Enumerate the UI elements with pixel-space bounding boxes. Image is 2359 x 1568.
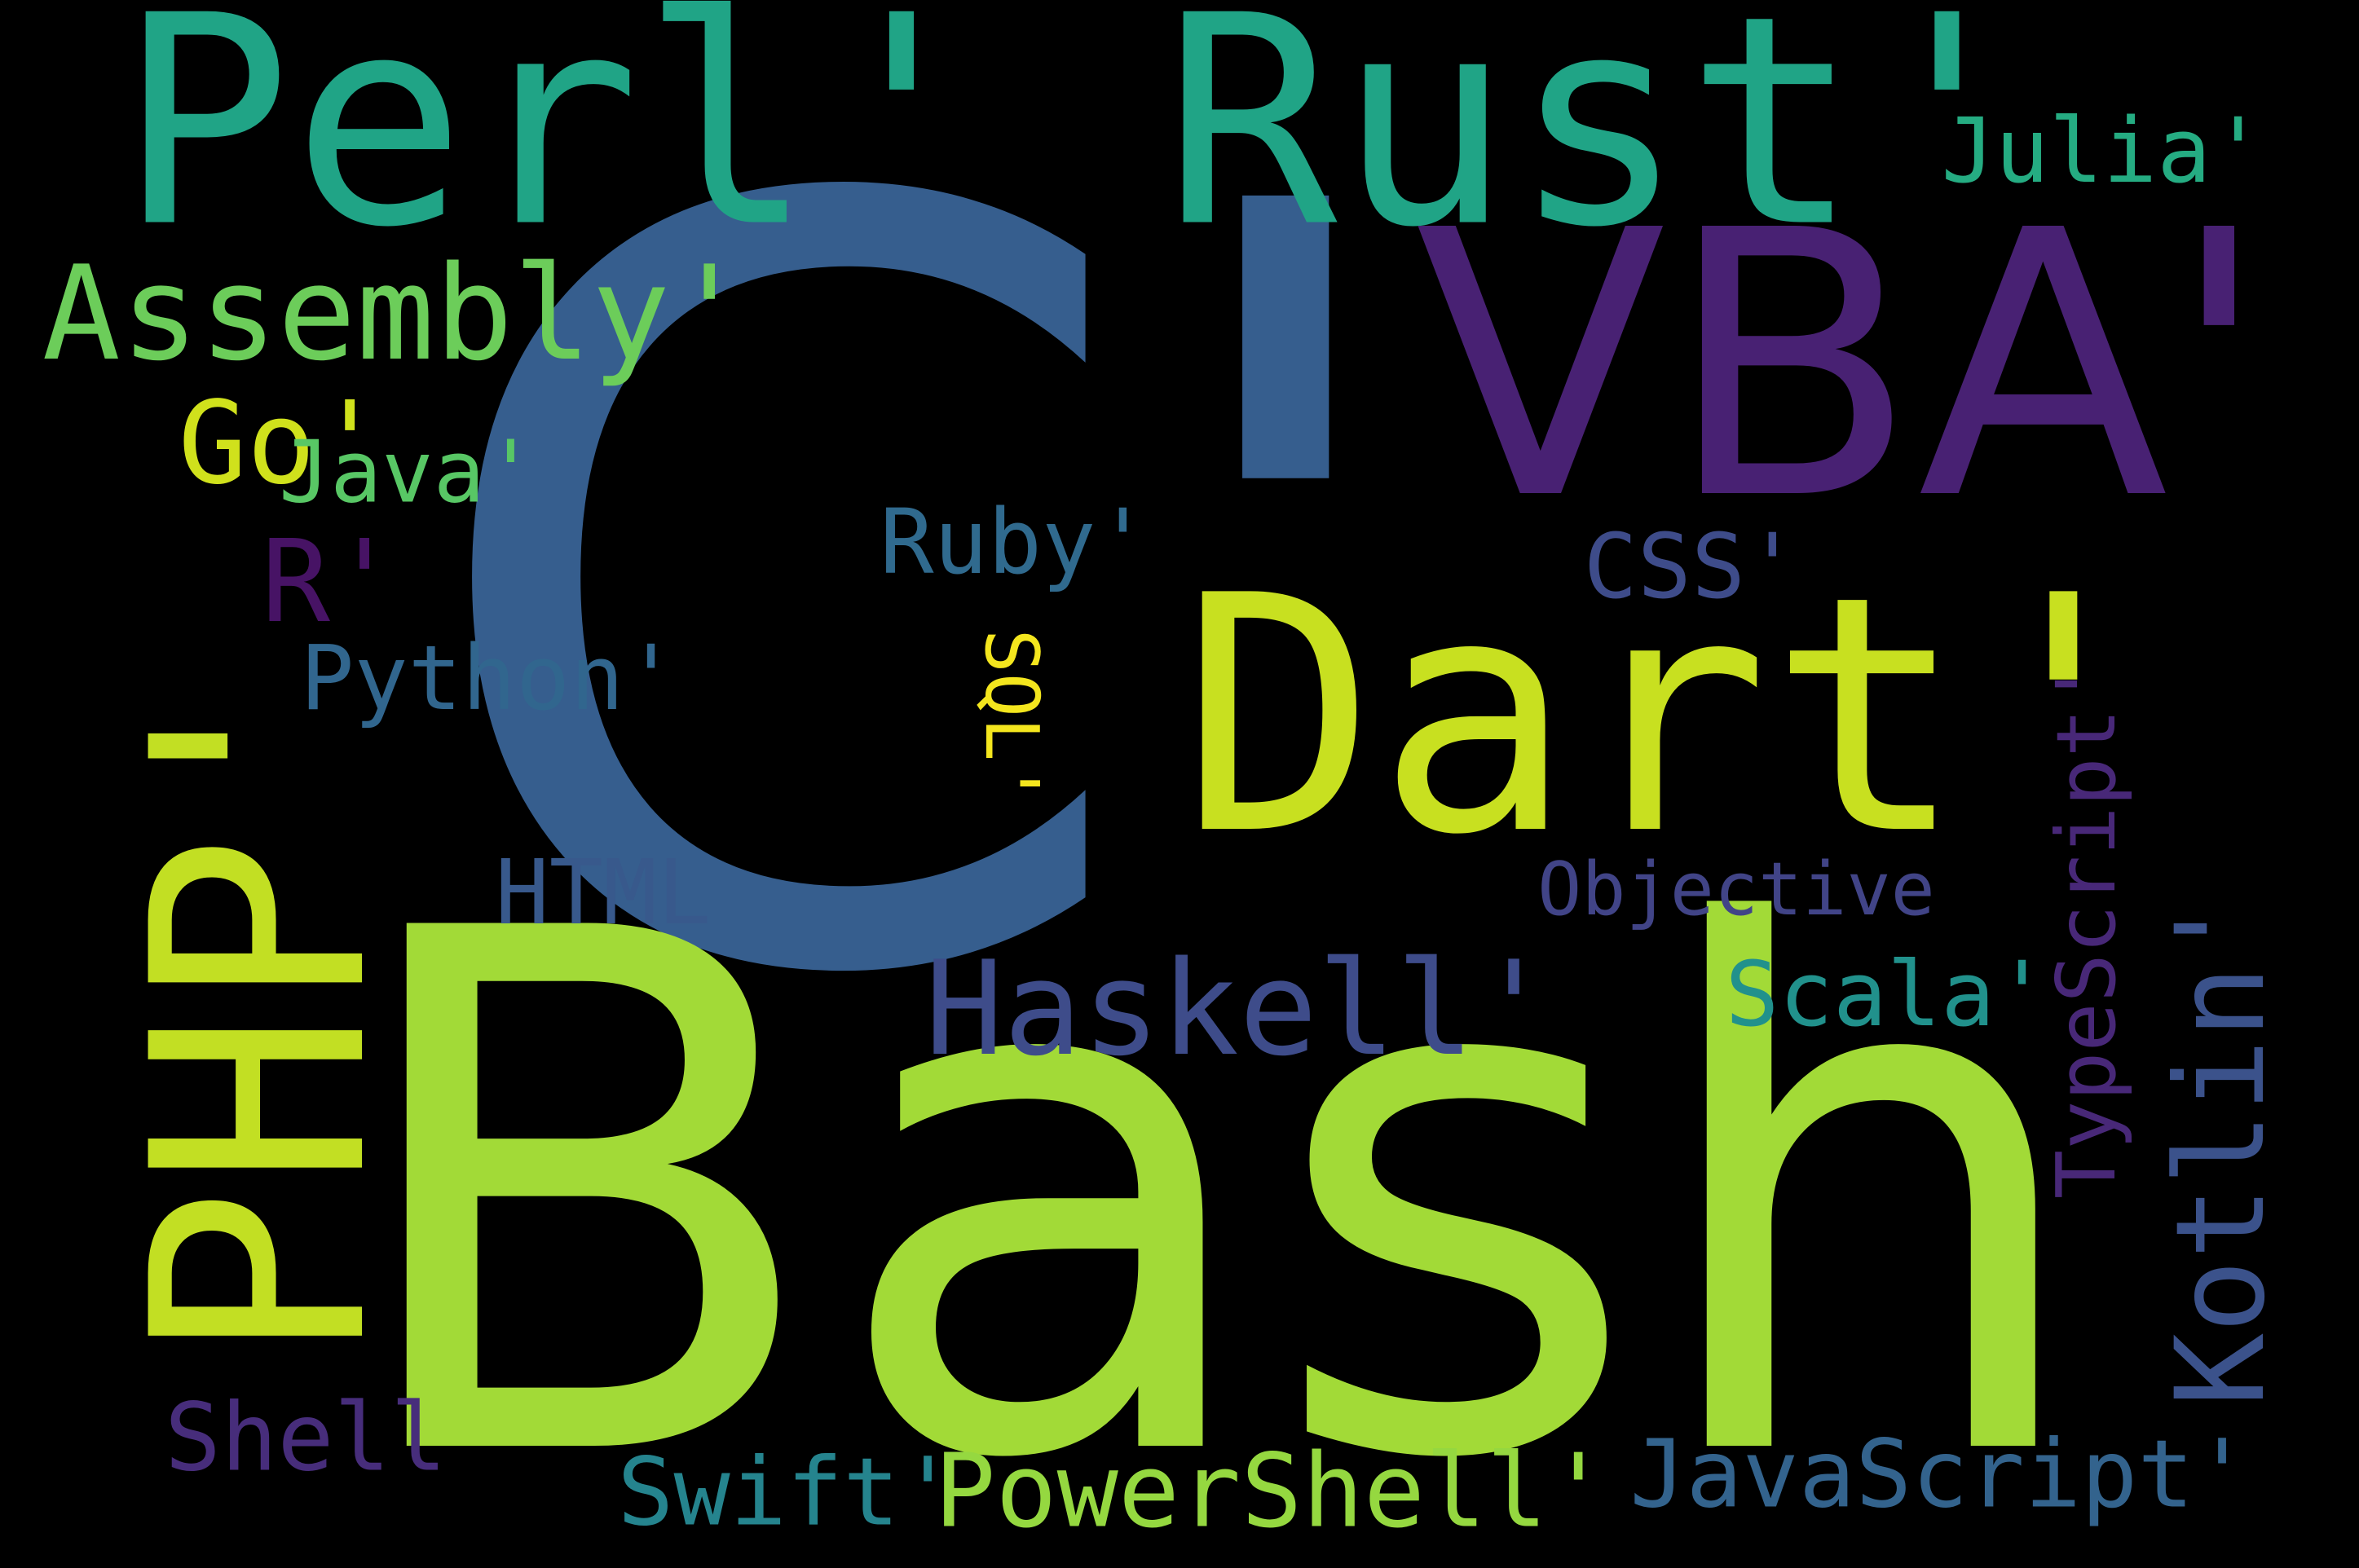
word-shell: Shell bbox=[164, 1383, 448, 1493]
word-ruby: Ruby' bbox=[880, 490, 1150, 594]
word-haskell: Haskell' bbox=[924, 932, 1554, 1085]
word-swift: Swift' bbox=[617, 1438, 956, 1548]
word-powershell: PowerShell' bbox=[934, 1432, 1609, 1551]
word-css: CSS' bbox=[1583, 514, 1800, 619]
word-scala: Scala' bbox=[1725, 942, 2049, 1046]
word-c: C' bbox=[413, 0, 1429, 1202]
word-sql: SQL' bbox=[968, 628, 1054, 806]
word-php: PHP' bbox=[90, 657, 431, 1364]
word-vba: VBA' bbox=[1414, 153, 2270, 580]
word-bash: Bash bbox=[336, 780, 2097, 1568]
word-go: Go' bbox=[178, 377, 385, 510]
word-kotlin: Kotlin' bbox=[2150, 891, 2292, 1407]
word-html: HTML bbox=[495, 840, 712, 945]
word-python: Python' bbox=[300, 626, 678, 730]
word-julia: Julia' bbox=[1941, 99, 2265, 203]
word-r: R' bbox=[261, 516, 399, 649]
word-objective: Objective bbox=[1537, 847, 1935, 932]
word-dart: Dart' bbox=[1180, 527, 2163, 906]
word-assembly: Assembly' bbox=[42, 237, 749, 390]
word-perl-rust: Perl' Rust' bbox=[117, 0, 2035, 291]
word-java: Java' bbox=[278, 422, 537, 522]
word-javascript: JavaScript' bbox=[1629, 1420, 2251, 1530]
word-typescript: TypeScript' bbox=[2039, 658, 2134, 1200]
